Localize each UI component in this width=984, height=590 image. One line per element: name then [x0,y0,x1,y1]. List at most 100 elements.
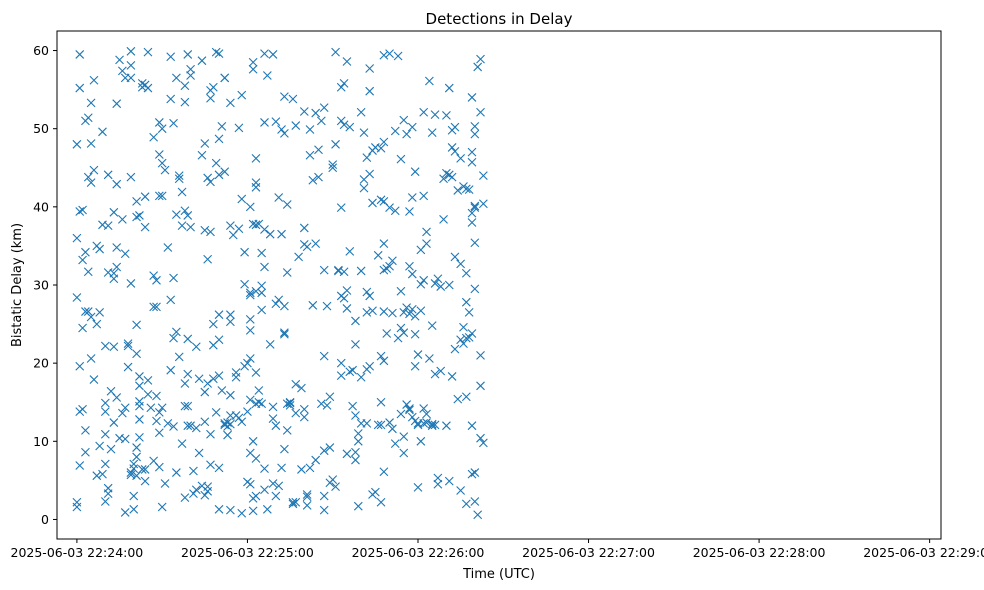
data-point [98,469,107,479]
data-point [356,107,366,117]
data-point [132,349,141,359]
data-point [373,420,383,430]
data-point [396,409,406,419]
data-point [280,329,289,339]
data-point [83,307,93,316]
data-point [268,50,278,59]
data-point [251,178,261,188]
data-point [123,362,133,372]
data-point [405,261,414,271]
data-point [262,71,272,80]
data-point [339,78,349,88]
data-point [115,55,124,65]
data-point [89,165,99,175]
data-point [257,248,267,258]
data-point [478,199,488,209]
data-point [75,83,85,93]
data-point [390,126,400,136]
data-point [376,351,386,361]
data-point [342,286,352,295]
data-point [240,279,249,289]
data-point [100,398,110,408]
data-point [203,482,213,492]
data-point [351,455,360,465]
data-point [467,218,477,227]
data-point [422,409,431,419]
data-point [186,64,195,74]
data-point [379,307,389,316]
data-point [464,307,474,317]
data-point [385,261,394,271]
data-point [444,280,454,290]
data-point [362,418,372,428]
data-point [132,443,141,452]
data-point [277,229,286,239]
data-point [314,145,323,155]
data-point [311,239,321,248]
data-point [135,415,144,424]
data-point [254,397,264,407]
data-point [112,99,122,109]
data-point [214,335,224,345]
data-point [143,375,153,385]
data-point [302,242,312,252]
data-point [203,173,213,183]
data-point [461,268,471,278]
data-point [280,92,289,102]
data-point [86,178,96,188]
data-point [92,319,102,329]
y-tick-label: 60 [33,43,49,58]
data-point [109,342,119,352]
data-point [226,390,235,400]
data-point [410,361,420,371]
data-point [407,304,417,314]
data-point [476,381,485,391]
data-point [447,172,457,182]
data-point [223,430,232,440]
data-point [470,203,480,213]
data-point [189,489,198,499]
data-point [183,421,193,431]
data-point [152,275,161,285]
data-point [160,165,170,175]
data-point [197,56,207,66]
data-point [291,379,301,389]
data-point [226,317,235,327]
data-point [424,354,434,363]
data-point [154,150,164,159]
data-point [120,249,130,259]
data-point [419,191,429,201]
data-point [274,193,284,202]
data-point [137,465,147,474]
data-point [311,108,321,118]
data-point [194,374,204,384]
data-point [385,203,394,213]
data-point [353,429,363,438]
data-point [470,238,480,248]
data-point [180,206,190,216]
data-point [450,146,460,156]
data-point [362,153,372,162]
data-point [100,407,110,416]
data-point [223,418,232,427]
data-point [396,286,406,296]
data-point [237,90,247,100]
data-point [245,395,255,405]
y-tick-label: 40 [33,199,49,214]
data-point [81,447,90,457]
data-point [379,137,389,147]
data-point [81,247,90,257]
data-point [299,404,309,414]
data-point [78,255,87,265]
data-point [123,341,133,351]
data-point [86,354,96,363]
data-point [109,418,119,427]
data-point [456,154,466,163]
data-point [245,288,255,298]
data-point [83,172,93,182]
data-point [126,172,136,182]
data-point [135,433,144,442]
data-point [98,127,107,137]
data-point [328,160,338,170]
data-point [149,271,159,281]
